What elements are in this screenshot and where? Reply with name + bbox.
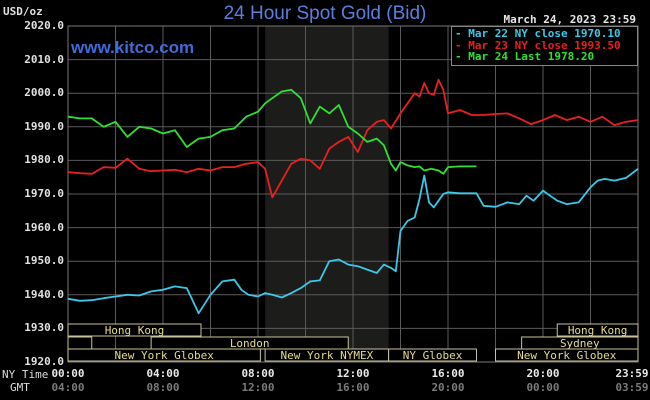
y-tick-label: 2000.0	[24, 86, 64, 100]
gmt-row-label: GMT	[10, 381, 30, 394]
y-tick-label: 1970.0	[24, 187, 64, 200]
y-tick-label: 1940.0	[24, 287, 64, 301]
gmt-time-tick: 03:59	[615, 381, 649, 394]
session-bar	[495, 348, 639, 362]
session-bar	[67, 323, 202, 337]
ny-time-tick: 08:00	[241, 367, 275, 380]
session-label: London	[230, 337, 270, 350]
ny-time-row-label: NY Time	[2, 368, 49, 381]
gmt-time-tick: 12:00	[241, 381, 275, 394]
website-link[interactable]: www.kitco.com	[71, 38, 195, 57]
legend-item-mar24: - Mar 24 Last 1978.20	[455, 50, 595, 63]
session-label: NY Globex	[403, 349, 463, 362]
gmt-time-tick: 04:00	[51, 381, 85, 394]
legend-item-mar23: - Mar 23 NY close 1993.50	[455, 38, 621, 52]
y-axis-unit: USD/oz	[3, 5, 43, 18]
y-tick-label: 1990.0	[24, 119, 64, 133]
chart-datetime: March 24, 2023 23:59	[503, 13, 636, 26]
chart-title: 24 Hour Spot Gold (Bid)	[223, 3, 427, 24]
series-line-1	[67, 78, 639, 199]
legend-item-mar22: - Mar 22 NY close 1970.10	[455, 27, 621, 40]
ny-time-tick: 20:00	[526, 367, 560, 380]
gmt-time-tick: 00:00	[526, 381, 560, 394]
plot-border	[67, 25, 639, 363]
y-tick-label: 1980.0	[24, 153, 64, 167]
y-tick-label: 1950.0	[24, 254, 64, 268]
session-label: Hong Kong	[105, 324, 165, 337]
y-tick-label: 1930.0	[24, 321, 64, 335]
ny-time-tick: 16:00	[431, 367, 465, 380]
y-tick-label: 1960.0	[24, 220, 64, 234]
session-bar	[67, 348, 261, 362]
gmt-time-tick: 16:00	[336, 381, 370, 394]
session-bar	[67, 336, 93, 350]
ny-time-tick: 00:00	[51, 367, 85, 380]
ny-time-tick: 12:00	[336, 367, 370, 380]
series-line-2	[67, 88, 477, 175]
session-label: New York Globex	[517, 349, 617, 362]
legend: - Mar 22 NY close 1970.10 - Mar 23 NY cl…	[451, 26, 638, 66]
gmt-time-tick: 20:00	[431, 381, 465, 394]
y-tick-label: 2020.0	[24, 19, 64, 32]
ny-time-tick: 23:59	[615, 367, 649, 380]
session-label: Sydney	[560, 337, 600, 350]
session-label: New York Globex	[115, 349, 215, 362]
session-label: New York NYMEX	[281, 349, 374, 362]
gmt-time-tick: 08:00	[146, 381, 180, 394]
session-bar	[388, 348, 477, 362]
ny-time-tick: 04:00	[146, 367, 180, 380]
session-label: Hong Kong	[568, 324, 628, 337]
y-tick-label: 1920.0	[24, 355, 64, 368]
session-bar	[556, 323, 639, 337]
series-line-0	[67, 168, 639, 315]
y-tick-label: 2010.0	[24, 52, 64, 66]
